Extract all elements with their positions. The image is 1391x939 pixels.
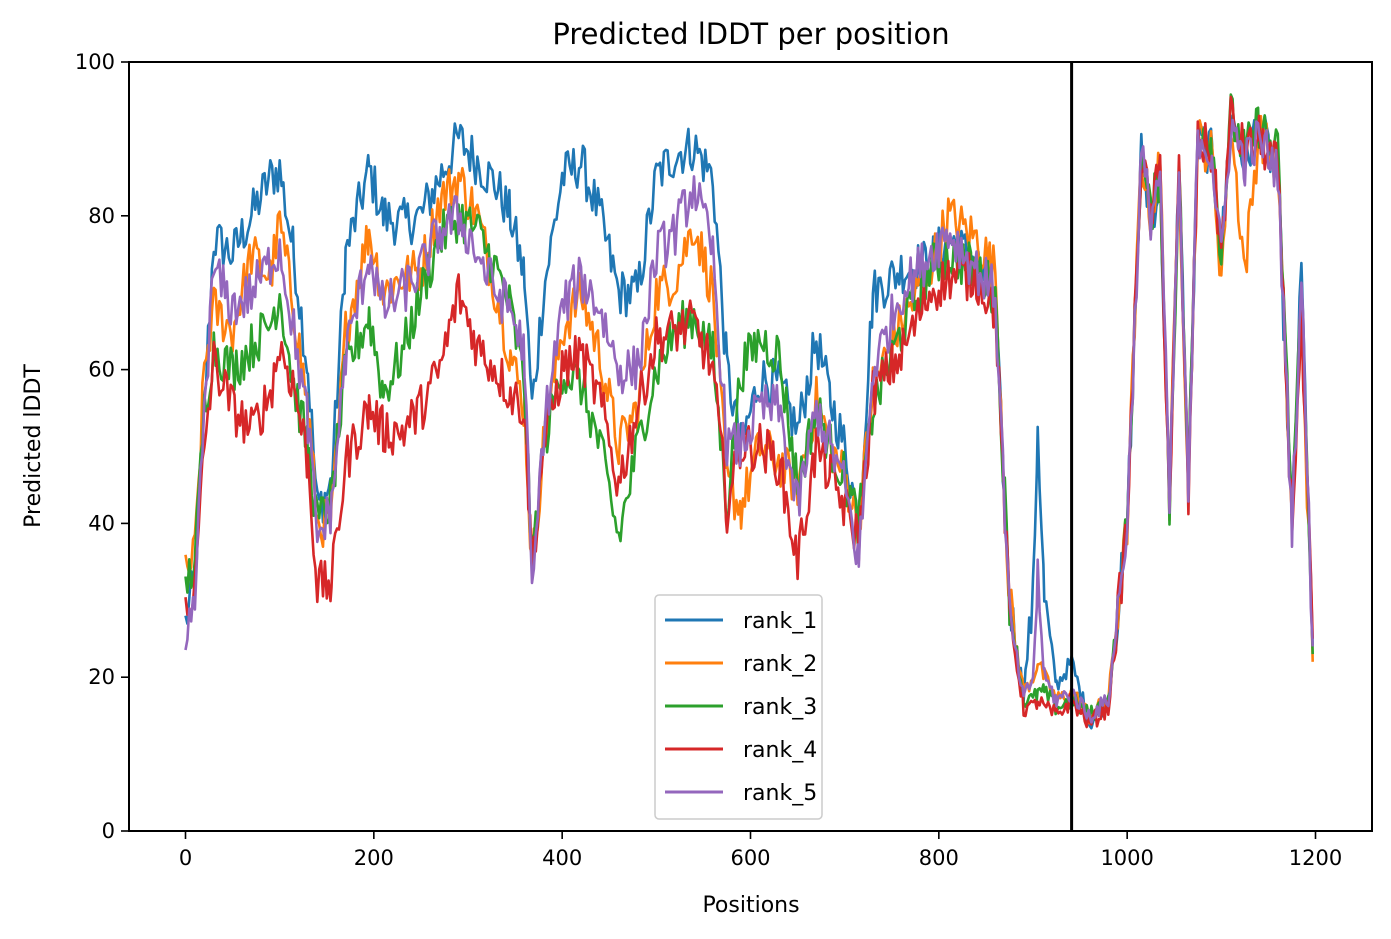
x-tick-label: 1000: [1100, 846, 1153, 870]
y-axis: 0 20 40 60 80 100: [75, 50, 129, 843]
y-tick-label: 80: [88, 204, 115, 228]
x-tick-label: 200: [354, 846, 394, 870]
chart-title: Predicted lDDT per position: [552, 17, 949, 51]
x-tick-label: 400: [542, 846, 582, 870]
y-tick-label: 100: [75, 50, 115, 74]
x-tick-label: 1200: [1289, 846, 1342, 870]
legend-label-rank_4: rank_4: [743, 738, 817, 763]
x-tick-label: 800: [919, 846, 959, 870]
series-line-rank_5: [184, 118, 1314, 724]
legend: rank_1 rank_2 rank_3 rank_4 rank_5: [654, 594, 823, 820]
x-axis: 0 200 400 600 800 1000 1200: [179, 831, 1342, 870]
legend-box: [654, 594, 823, 820]
x-axis-label: Positions: [702, 893, 799, 918]
y-axis-label: Predicted lDDT: [21, 364, 46, 528]
y-tick-label: 20: [88, 665, 115, 689]
series-line-rank_3: [184, 93, 1314, 721]
legend-label-rank_3: rank_3: [743, 695, 817, 720]
legend-label-rank_5: rank_5: [743, 781, 817, 806]
x-tick-label: 0: [179, 846, 192, 870]
series-line-rank_4: [184, 95, 1314, 729]
legend-label-rank_2: rank_2: [743, 652, 817, 677]
y-tick-label: 0: [102, 819, 115, 843]
y-tick-label: 60: [88, 358, 115, 382]
y-tick-label: 40: [88, 511, 115, 535]
legend-label-rank_1: rank_1: [743, 609, 817, 634]
x-tick-label: 600: [730, 846, 770, 870]
series-layer: [184, 93, 1314, 730]
